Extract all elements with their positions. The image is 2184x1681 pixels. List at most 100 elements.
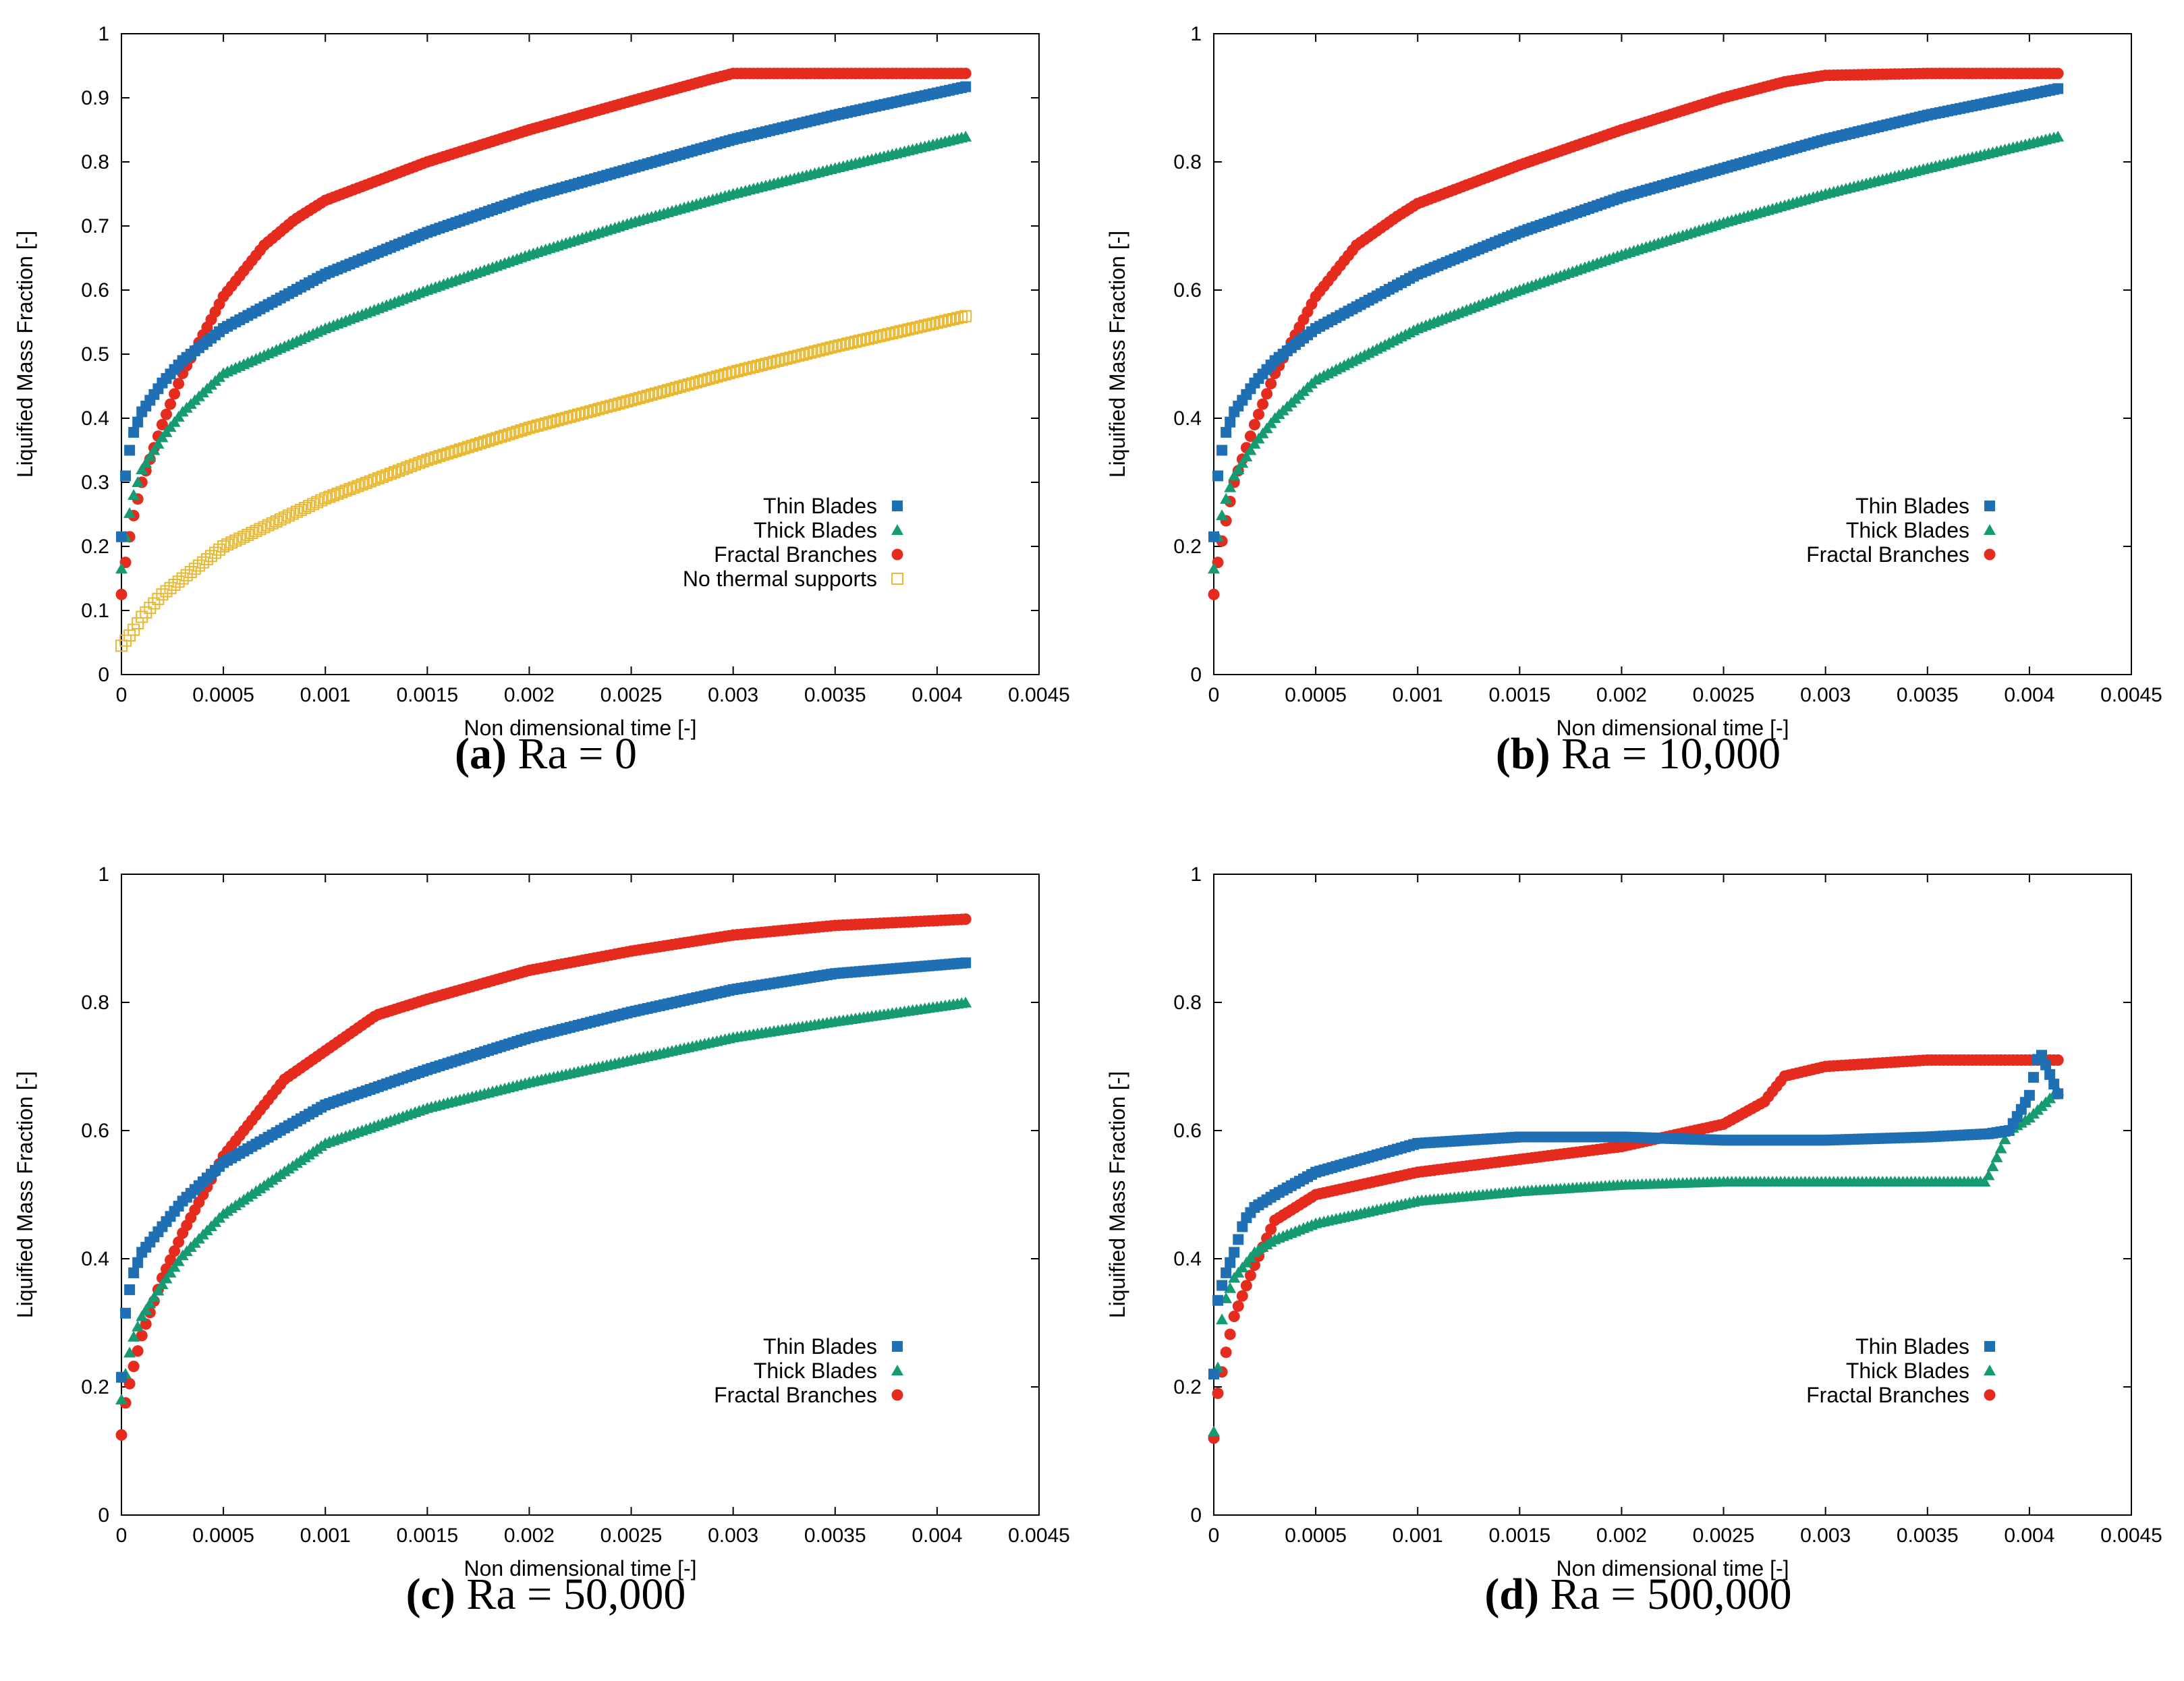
point-a-3-176 bbox=[833, 339, 845, 352]
point-c-2-0 bbox=[115, 1429, 128, 1441]
point-a-3-172 bbox=[816, 343, 829, 356]
point-b-1-4 bbox=[1224, 481, 1237, 492]
point-c-1-207 bbox=[959, 996, 972, 1008]
point-d-0-207 bbox=[2052, 1088, 2064, 1100]
x-tick-label-b-8: 0.004 bbox=[2004, 684, 2054, 706]
point-a-3-206 bbox=[955, 311, 968, 324]
point-c-2-6 bbox=[140, 1318, 152, 1330]
point-b-1-8 bbox=[1240, 451, 1253, 461]
point-a-3-34 bbox=[254, 523, 267, 536]
point-d-2-1 bbox=[1212, 1388, 1224, 1399]
point-a-3-138 bbox=[678, 379, 691, 392]
point-a-3-146 bbox=[710, 370, 723, 383]
y-tick-label-c-0: 0 bbox=[98, 1504, 109, 1527]
point-a-1-207 bbox=[959, 130, 972, 142]
point-a-3-44 bbox=[294, 503, 307, 516]
caption-a: (a) Ra = 0 bbox=[0, 729, 1092, 780]
point-a-3-77 bbox=[429, 451, 442, 463]
point-a-3-181 bbox=[853, 335, 866, 347]
point-a-0-207 bbox=[960, 81, 972, 92]
point-a-3-43 bbox=[290, 505, 303, 518]
caption-b: (b) Ra = 10,000 bbox=[1092, 729, 2184, 780]
point-a-3-130 bbox=[645, 389, 658, 401]
caption-a-label: (a) bbox=[454, 729, 507, 778]
chart-c: 0 0.0005 0.001 0.0015 0.002 0.0025 0.003 0.0035… bbox=[13, 863, 1070, 1580]
point-a-1-9 bbox=[152, 438, 165, 449]
point-d-2-8 bbox=[1240, 1280, 1252, 1292]
legend-marker-d-0 bbox=[1984, 1341, 1995, 1352]
point-c-1-13 bbox=[168, 1261, 181, 1272]
point-a-3-186 bbox=[874, 330, 887, 343]
point-a-3-16 bbox=[180, 569, 193, 581]
chart-a: 0 0.0005 0.001 0.0015 0.002 0.0025 0.003 0.0035… bbox=[13, 23, 1070, 740]
x-tick-label-c-1: 0.0005 bbox=[192, 1525, 254, 1547]
point-a-3-10 bbox=[156, 588, 169, 601]
chart-d: 0 0.0005 0.001 0.0015 0.002 0.0025 0.003 0.0035… bbox=[1105, 863, 2162, 1580]
point-d-2-5 bbox=[1228, 1311, 1240, 1322]
plot-frame-d bbox=[1213, 874, 2132, 1516]
point-a-2-14 bbox=[173, 378, 185, 390]
point-a-3-26 bbox=[221, 538, 234, 551]
point-a-3-15 bbox=[176, 572, 189, 585]
legend-marker-c-0 bbox=[892, 1341, 903, 1352]
point-b-0-4 bbox=[1225, 416, 1236, 428]
point-a-3-80 bbox=[441, 447, 454, 460]
point-a-3-76 bbox=[425, 452, 438, 465]
point-a-3-75 bbox=[421, 453, 434, 466]
y-tick-label-d-3: 0.6 bbox=[1173, 1120, 1202, 1142]
point-c-2-4 bbox=[132, 1345, 144, 1357]
point-d-1-191 bbox=[1986, 1160, 1999, 1172]
point-a-3-84 bbox=[457, 442, 470, 455]
point-a-3-158 bbox=[760, 358, 773, 370]
point-a-3-113 bbox=[576, 407, 589, 420]
point-a-3-19 bbox=[192, 559, 205, 572]
point-a-3-91 bbox=[486, 433, 499, 446]
point-a-3-175 bbox=[829, 340, 841, 353]
point-d-0-7 bbox=[1237, 1221, 1248, 1232]
point-a-3-118 bbox=[596, 401, 609, 414]
point-c-2-14 bbox=[173, 1236, 185, 1248]
point-c-1-8 bbox=[148, 1291, 161, 1302]
point-a-3-166 bbox=[792, 349, 805, 362]
point-a-3-155 bbox=[747, 361, 760, 373]
point-a-3-55 bbox=[339, 484, 352, 497]
point-a-1-5 bbox=[136, 463, 148, 474]
y-tick-label-b-1: 0.2 bbox=[1173, 536, 1202, 558]
point-a-3-180 bbox=[849, 335, 862, 348]
legend-marker-a-1 bbox=[891, 524, 903, 535]
point-d-1-2 bbox=[1216, 1313, 1229, 1325]
point-b-2-11 bbox=[1252, 408, 1264, 420]
point-a-3-101 bbox=[527, 420, 540, 433]
legend-label-d-1: Thick Blades bbox=[1846, 1359, 1969, 1383]
legend-label-a-1: Thick Blades bbox=[754, 518, 877, 542]
point-a-3-165 bbox=[788, 350, 801, 363]
y-tick-label-a-9: 0.9 bbox=[81, 87, 109, 109]
point-b-0-2 bbox=[1216, 445, 1228, 456]
point-a-3-189 bbox=[886, 326, 899, 339]
point-a-3-193 bbox=[902, 323, 915, 336]
point-a-3-148 bbox=[719, 368, 731, 380]
point-a-3-21 bbox=[200, 553, 213, 565]
x-axis-title-d: Non dimensional time [-] bbox=[1556, 1556, 1789, 1580]
point-a-2-11 bbox=[160, 408, 172, 420]
point-a-3-160 bbox=[768, 355, 781, 368]
x-tick-label-d-6: 0.003 bbox=[1800, 1525, 1851, 1547]
point-a-3-124 bbox=[621, 395, 634, 408]
caption-d-label: (d) bbox=[1484, 1570, 1540, 1619]
point-a-3-147 bbox=[715, 369, 727, 382]
point-d-2-14 bbox=[1265, 1223, 1277, 1235]
y-tick-label-b-3: 0.6 bbox=[1173, 279, 1202, 302]
point-a-3-199 bbox=[926, 317, 939, 330]
point-a-3-201 bbox=[934, 316, 947, 329]
y-tick-label-d-2: 0.4 bbox=[1173, 1248, 1202, 1270]
point-a-3-111 bbox=[567, 409, 580, 422]
y-tick-label-d-4: 0.8 bbox=[1173, 992, 1202, 1014]
point-a-2-10 bbox=[156, 419, 168, 430]
point-a-3-88 bbox=[474, 437, 486, 450]
point-a-3-114 bbox=[580, 406, 593, 419]
point-a-3-163 bbox=[780, 352, 793, 365]
y-tick-label-a-3: 0.3 bbox=[81, 472, 109, 494]
point-d-0-200 bbox=[2023, 1089, 2035, 1101]
plot-frame-b bbox=[1213, 33, 2132, 675]
panel-a: 0 0.0005 0.001 0.0015 0.002 0.0025 0.003 0.0035… bbox=[0, 0, 1092, 840]
